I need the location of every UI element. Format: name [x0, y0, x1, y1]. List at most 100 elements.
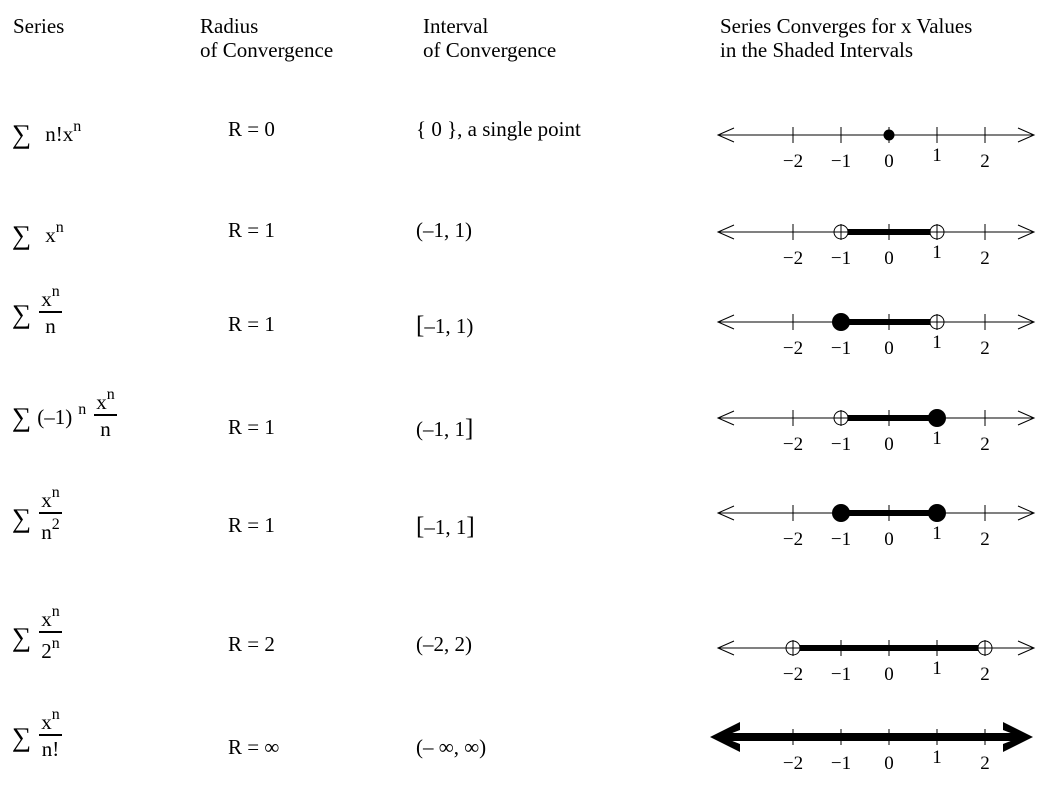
- sigma-symbol: ∑: [12, 299, 32, 330]
- fraction-denominator: n!: [39, 736, 62, 762]
- left-arrow: [716, 410, 735, 426]
- denominator-exponent: n: [51, 635, 60, 652]
- tick-label: −1: [831, 248, 851, 269]
- left-arrow: [716, 314, 735, 330]
- left-arrow-thick: [710, 722, 740, 752]
- numerator-base: x: [41, 710, 52, 734]
- sigma-symbol: ∑: [12, 722, 32, 753]
- fraction-denominator: n: [39, 313, 62, 339]
- tick-label: 2: [980, 664, 990, 685]
- radius-value: R = 1: [228, 218, 275, 242]
- fraction-denominator: n: [94, 416, 117, 442]
- header-radius-line2: of Convergence: [200, 38, 334, 62]
- interval-value: (–2, 2): [416, 632, 472, 657]
- interval-value: [–1, 1]: [416, 513, 475, 541]
- number-line: −2 −1 0 1 2: [716, 127, 1036, 172]
- series-formula: ∑ xn n!: [12, 706, 62, 768]
- column-header-radius: Radius of Convergence: [200, 14, 333, 62]
- tick-label: −2: [783, 664, 803, 685]
- series-prefix-exponent: n: [78, 401, 87, 419]
- right-arrow-thick: [1003, 722, 1033, 752]
- tick-label: −1: [831, 338, 851, 359]
- closed-endpoint: [928, 409, 946, 427]
- tick-label: 1: [932, 523, 942, 544]
- series-prefix: (–1): [37, 405, 73, 430]
- sigma-symbol: ∑: [12, 220, 32, 250]
- number-line: −2 −1 0 1 2: [716, 504, 1036, 550]
- denominator-base: 2: [41, 639, 52, 663]
- tick-label: 0: [884, 338, 894, 359]
- series-term: x: [45, 223, 56, 247]
- tick-label: 1: [932, 242, 942, 263]
- interval-part: (–1, 1): [416, 218, 472, 242]
- series-exponent: n: [55, 219, 64, 236]
- right-arrow: [1017, 224, 1036, 240]
- right-arrow: [1017, 640, 1036, 656]
- interval-value: (–1, 1]: [416, 415, 473, 443]
- tick-label: 1: [932, 145, 942, 166]
- sigma-symbol: ∑: [12, 502, 32, 533]
- tick-label: −2: [783, 434, 803, 455]
- number-line: −2 −1 0 1 2: [716, 313, 1036, 359]
- fraction-numerator: xn: [39, 602, 62, 633]
- interval-value: [–1, 1): [416, 312, 473, 340]
- interval-part: { 0 }, a single point: [416, 117, 581, 141]
- interval-part: (–2, 2): [416, 632, 472, 656]
- series-term: n!x: [45, 122, 74, 146]
- converge-point: [883, 129, 895, 141]
- radius-value: R = 0: [228, 117, 275, 141]
- tick-label: −2: [783, 529, 803, 550]
- sigma-symbol: ∑: [12, 119, 32, 149]
- series-fraction: xn n: [94, 385, 117, 442]
- number-line: −2 −1 0 1 2: [710, 722, 1033, 774]
- tick-label: −1: [831, 753, 851, 774]
- number-line: −2 −1 0 1 2: [716, 224, 1036, 269]
- tick-label: 1: [932, 428, 942, 449]
- header-radius-line1: Radius: [200, 14, 259, 38]
- column-header-series: Series: [13, 14, 64, 38]
- denominator-exponent: 2: [51, 516, 60, 533]
- fraction-denominator: 2n: [39, 633, 62, 664]
- tick-label: −1: [831, 529, 851, 550]
- tick-label: 2: [980, 151, 990, 172]
- series-formula: ∑ xn: [12, 218, 64, 250]
- column-header-interval: Interval of Convergence: [423, 14, 556, 62]
- series-fraction: xn n!: [39, 705, 62, 762]
- tick-label: 0: [884, 434, 894, 455]
- tick-label: −1: [831, 664, 851, 685]
- tick-label: 0: [884, 151, 894, 172]
- series-formula: ∑ xn 2n: [12, 603, 62, 670]
- tick-label: 0: [884, 664, 894, 685]
- closed-endpoint: [832, 313, 850, 331]
- denominator-base: n!: [41, 737, 60, 761]
- tick-label: −2: [783, 151, 803, 172]
- interval-part: –1, 1: [424, 515, 467, 539]
- interval-part: ]: [465, 415, 474, 442]
- radius-value: R = 1: [228, 513, 275, 537]
- numerator-base: x: [41, 287, 52, 311]
- left-arrow: [716, 505, 735, 521]
- number-line: −2 −1 0 1 2: [716, 409, 1036, 455]
- tick-label: 2: [980, 753, 990, 774]
- sigma-symbol: ∑: [12, 621, 32, 652]
- tick-label: 1: [932, 658, 942, 679]
- tick-label: 1: [932, 747, 942, 768]
- interval-part: ]: [466, 513, 475, 540]
- tick-label: −2: [783, 753, 803, 774]
- sigma-symbol: ∑: [12, 402, 32, 433]
- series-formula: ∑ xn n: [12, 283, 62, 345]
- interval-part: [: [416, 312, 425, 339]
- tick-label: −2: [783, 338, 803, 359]
- radius-value: R = 2: [228, 632, 275, 656]
- tick-label: 2: [980, 338, 990, 359]
- series-formula: ∑ (–1) n xn n: [12, 386, 117, 448]
- tick-label: 0: [884, 529, 894, 550]
- interval-value: (– ∞, ∞): [416, 735, 486, 760]
- denominator-base: n: [100, 417, 111, 441]
- numerator-exponent: n: [51, 283, 60, 300]
- tick-label: 2: [980, 529, 990, 550]
- tick-label: −1: [831, 434, 851, 455]
- header-shaded-line2: in the Shaded Intervals: [720, 38, 914, 62]
- tick-label: 1: [932, 332, 942, 353]
- series-fraction: xn n: [39, 282, 62, 339]
